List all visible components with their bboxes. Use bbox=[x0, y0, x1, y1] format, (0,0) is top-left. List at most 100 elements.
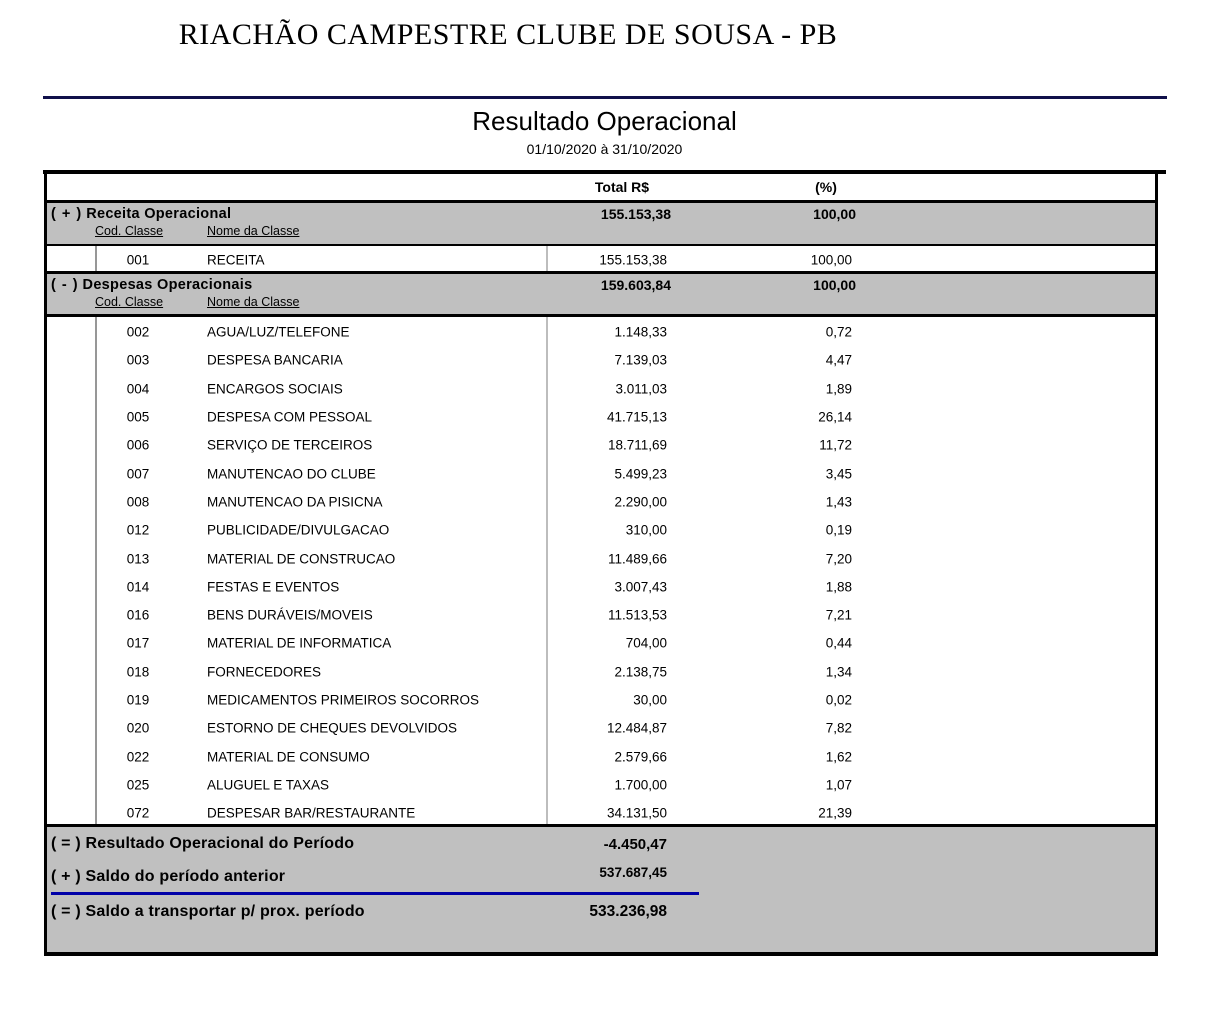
row-total: 2.138,75 bbox=[614, 664, 667, 680]
row-percent: 0,44 bbox=[825, 635, 852, 651]
row-percent: 7,20 bbox=[825, 551, 852, 567]
row-name: DESPESA BANCARIA bbox=[207, 352, 343, 368]
receita-rows: 001 RECEITA 155.153,38 100,00 bbox=[47, 246, 1155, 274]
summary-label: ( + ) Saldo do período anterior bbox=[51, 868, 285, 886]
table-row: 013 MATERIAL DE CONSTRUCAO 11.489,66 7,2… bbox=[47, 544, 1155, 572]
subheader-nome-classe: Nome da Classe bbox=[207, 295, 300, 309]
table-row: 019 MEDICAMENTOS PRIMEIROS SOCORROS 30,0… bbox=[47, 686, 1155, 714]
section-header-despesas: ( - ) Despesas Operacionais 159.603,84 10… bbox=[47, 274, 1155, 317]
row-name: DESPESAR BAR/RESTAURANTE bbox=[207, 805, 416, 821]
row-name: PUBLICIDADE/DIVULGACAO bbox=[207, 522, 390, 538]
row-percent: 7,82 bbox=[825, 720, 852, 736]
row-percent: 1,62 bbox=[825, 749, 852, 765]
despesas-total: 159.603,84 bbox=[600, 277, 671, 293]
row-name: FORNECEDORES bbox=[207, 664, 322, 680]
row-percent: 11,72 bbox=[819, 437, 852, 453]
row-code: 004 bbox=[126, 381, 150, 397]
summary-value: 537.687,45 bbox=[599, 865, 667, 880]
row-total: 5.499,23 bbox=[614, 466, 667, 482]
row-total: 3.011,03 bbox=[615, 381, 667, 397]
receita-summary-line: ( + ) Receita Operacional 155.153,38 100,… bbox=[51, 206, 1155, 224]
table-row: 016 BENS DURÁVEIS/MOVEIS 11.513,53 7,21 bbox=[47, 601, 1155, 629]
row-percent: 0,19 bbox=[825, 522, 852, 538]
row-total: 2.579,66 bbox=[614, 749, 667, 765]
row-percent: 7,21 bbox=[825, 607, 852, 623]
row-code: 001 bbox=[126, 252, 150, 268]
table-row: 002 AGUA/LUZ/TELEFONE 1.148,33 0,72 bbox=[47, 318, 1155, 346]
row-name: ESTORNO DE CHEQUES DEVOLVIDOS bbox=[207, 720, 458, 736]
summary-divider-line bbox=[51, 892, 699, 895]
row-percent: 1,88 bbox=[825, 579, 852, 595]
row-name: FESTAS E EVENTOS bbox=[207, 579, 340, 595]
summary-sign: ( = ) bbox=[51, 903, 81, 920]
column-header-percent: (%) bbox=[815, 179, 837, 195]
row-name: MEDICAMENTOS PRIMEIROS SOCORROS bbox=[207, 692, 480, 708]
row-percent: 1,07 bbox=[825, 777, 852, 793]
row-code: 014 bbox=[126, 579, 150, 595]
summary-label: ( = ) Saldo a transportar p/ prox. perío… bbox=[51, 903, 365, 921]
table-row: 012 PUBLICIDADE/DIVULGACAO 310,00 0,19 bbox=[47, 516, 1155, 544]
row-code: 025 bbox=[126, 777, 150, 793]
row-percent: 21,39 bbox=[818, 805, 852, 821]
table-header-row: Total R$ (%) bbox=[47, 174, 1155, 203]
report-period: 01/10/2020 à 31/10/2020 bbox=[526, 141, 683, 157]
table-row: 007 MANUTENCAO DO CLUBE 5.499,23 3,45 bbox=[47, 459, 1155, 487]
table-row: 001 RECEITA 155.153,38 100,00 bbox=[47, 247, 1155, 271]
subheader-cod-classe: Cod. Classe bbox=[95, 224, 164, 238]
summary-sign: ( = ) bbox=[51, 835, 81, 852]
row-total: 704,00 bbox=[625, 635, 667, 651]
row-code: 013 bbox=[126, 551, 150, 567]
row-code: 006 bbox=[126, 437, 150, 453]
receita-total: 155.153,38 bbox=[600, 206, 671, 222]
row-total: 3.007,43 bbox=[614, 579, 667, 595]
row-total: 41.715,13 bbox=[606, 409, 667, 425]
company-title: RIACHÃO CAMPESTRE CLUBE DE SOUSA - PB bbox=[178, 18, 838, 51]
table-row: 022 MATERIAL DE CONSUMO 2.579,66 1,62 bbox=[47, 742, 1155, 770]
row-total: 7.139,03 bbox=[614, 352, 667, 368]
row-percent: 0,72 bbox=[825, 324, 852, 340]
summary-text: Resultado Operacional do Período bbox=[85, 835, 355, 852]
header-divider-line bbox=[43, 96, 1167, 99]
table-row: 017 MATERIAL DE INFORMATICA 704,00 0,44 bbox=[47, 629, 1155, 657]
table-row: 018 FORNECEDORES 2.138,75 1,34 bbox=[47, 658, 1155, 686]
row-code: 018 bbox=[126, 664, 150, 680]
despesas-sign: ( - ) bbox=[51, 277, 79, 293]
column-header-total: Total R$ bbox=[594, 179, 650, 195]
subheader-cod-classe: Cod. Classe bbox=[95, 295, 164, 309]
row-percent: 1,89 bbox=[825, 381, 852, 397]
row-total: 1.700,00 bbox=[614, 777, 667, 793]
row-percent: 100,00 bbox=[810, 252, 852, 268]
section-header-receita: ( + ) Receita Operacional 155.153,38 100,… bbox=[47, 203, 1155, 246]
receita-percent: 100,00 bbox=[813, 206, 856, 222]
receita-label: Receita Operacional bbox=[86, 206, 232, 222]
summary-section: ( = ) Resultado Operacional do Período -… bbox=[47, 827, 1155, 952]
row-percent: 1,43 bbox=[825, 494, 852, 510]
row-name: AGUA/LUZ/TELEFONE bbox=[207, 324, 350, 340]
table-row: 025 ALUGUEL E TAXAS 1.700,00 1,07 bbox=[47, 771, 1155, 799]
row-code: 012 bbox=[126, 522, 150, 538]
despesas-subheaders: Cod. Classe Nome da Classe bbox=[47, 295, 1155, 313]
report-title: Resultado Operacional bbox=[472, 106, 737, 136]
row-name: MANUTENCAO DO CLUBE bbox=[207, 466, 376, 482]
row-code: 072 bbox=[126, 805, 150, 821]
subheader-nome-classe: Nome da Classe bbox=[207, 224, 300, 238]
table-top-border bbox=[43, 170, 1166, 174]
receita-subheaders: Cod. Classe Nome da Classe bbox=[47, 224, 1155, 242]
summary-value: 533.236,98 bbox=[589, 903, 667, 920]
report-table: Total R$ (%) ( + ) Receita Operacional 15… bbox=[44, 174, 1158, 956]
row-percent: 4,47 bbox=[825, 352, 852, 368]
table-row: 004 ENCARGOS SOCIAIS 3.011,03 1,89 bbox=[47, 375, 1155, 403]
row-name: MATERIAL DE CONSTRUCAO bbox=[207, 551, 396, 567]
vertical-grid-line bbox=[546, 317, 548, 824]
table-row: 020 ESTORNO DE CHEQUES DEVOLVIDOS 12.484… bbox=[47, 714, 1155, 742]
receita-sign: ( + ) bbox=[51, 206, 83, 222]
table-row: 014 FESTAS E EVENTOS 3.007,43 1,88 bbox=[47, 573, 1155, 601]
row-percent: 3,45 bbox=[825, 466, 852, 482]
row-code: 003 bbox=[126, 352, 150, 368]
row-name: MATERIAL DE INFORMATICA bbox=[207, 635, 392, 651]
row-code: 002 bbox=[126, 324, 150, 340]
vertical-grid-line bbox=[95, 246, 97, 271]
row-total: 12.484,87 bbox=[606, 720, 667, 736]
table-row: 008 MANUTENCAO DA PISICNA 2.290,00 1,43 bbox=[47, 488, 1155, 516]
